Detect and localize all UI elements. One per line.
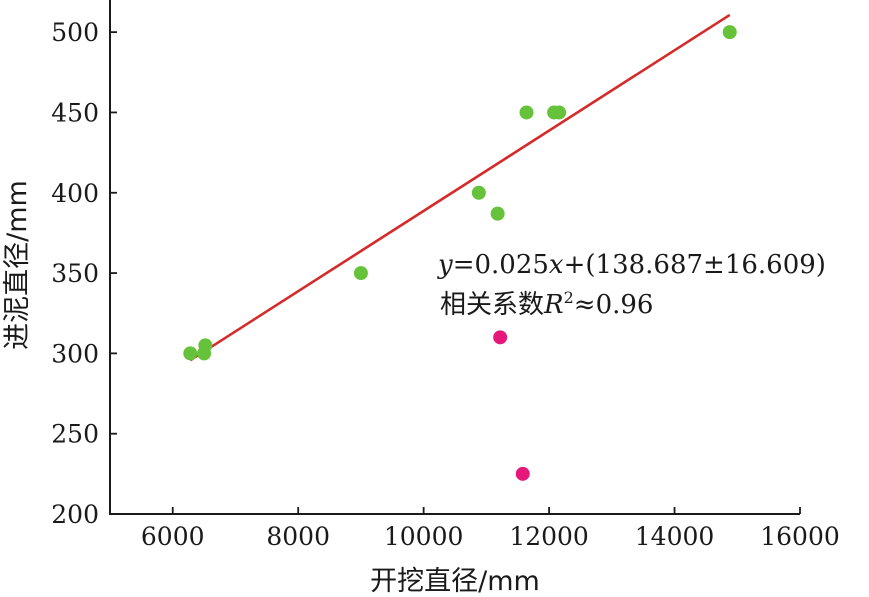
x-axis-title: 开挖直径/mm [370, 566, 540, 597]
equation-x-symbol: x [549, 250, 564, 280]
y-tick-label: 450 [51, 98, 99, 127]
data-points [183, 25, 737, 481]
equation-y-symbol: y [437, 250, 453, 280]
equation-slope: =0.025 [453, 250, 549, 280]
x-tick-label: 16000 [760, 522, 840, 551]
fit-line-group [189, 13, 731, 362]
y-tick-label: 500 [51, 18, 99, 47]
data-point [198, 338, 213, 353]
correlation-value: ≈0.96 [574, 290, 654, 320]
data-point [519, 105, 534, 120]
data-point [471, 185, 486, 200]
correlation-coefficient: 相关系数R2≈0.96 [440, 288, 653, 320]
correlation-r-superscript: 2 [564, 288, 574, 307]
regression-equation: y=0.025x+(138.687±16.609) [437, 250, 826, 280]
axes [109, 0, 800, 515]
correlation-r-symbol: R [543, 290, 564, 320]
y-tick-label: 200 [51, 500, 99, 529]
y-tick-label: 250 [51, 420, 99, 449]
data-point [353, 266, 368, 281]
data-point [515, 466, 530, 481]
regression-line [189, 13, 731, 362]
x-tick-label: 10000 [384, 522, 464, 551]
data-point [722, 25, 737, 40]
y-tick-label: 400 [51, 179, 99, 208]
data-point [490, 206, 505, 221]
y-tick-label: 300 [51, 339, 99, 368]
data-point [183, 346, 198, 361]
x-tick-label: 12000 [509, 522, 589, 551]
y-tick-label: 350 [51, 259, 99, 288]
ticks: 6000 8000 10000 12000 14000 16000 200 250 300 350… [51, 18, 839, 551]
x-tick-label: 8000 [266, 522, 330, 551]
data-point [552, 105, 567, 120]
equation-intercept: +(138.687±16.609) [564, 250, 826, 280]
data-point [493, 330, 508, 345]
x-tick-label: 14000 [635, 522, 715, 551]
y-axis-title: 进泥直径/mm [2, 180, 33, 350]
correlation-label: 相关系数 [440, 290, 544, 320]
x-tick-label: 6000 [141, 522, 205, 551]
